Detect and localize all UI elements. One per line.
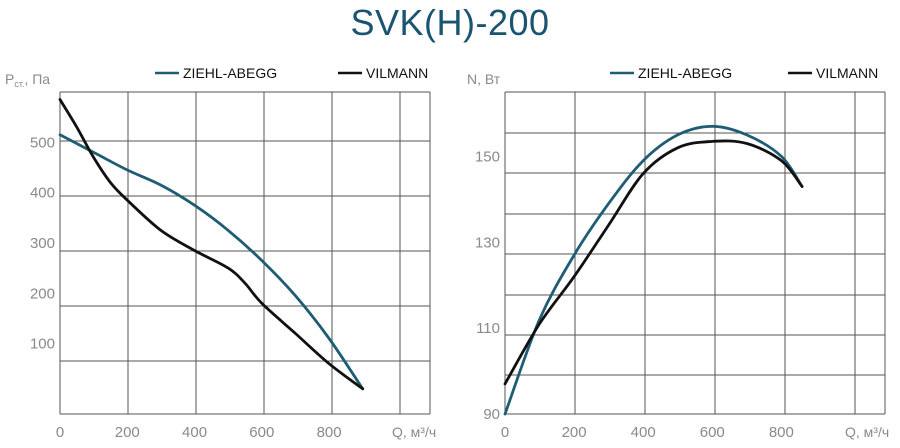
y-axis-label: N, Вт	[467, 71, 501, 87]
y-tick-label: 500	[30, 134, 55, 151]
chart-panel-1: 100 200 300 400 500 0 200 400 600 800 Q, м³/ч Pст.,…	[5, 65, 436, 441]
y-tick-label: 200	[30, 285, 55, 302]
x-axis-label: Q, м³/ч	[845, 424, 889, 440]
legend-label: VILMANN	[816, 65, 878, 81]
y-tick-label: 150	[475, 148, 500, 165]
legend-item-vilmann: VILMANN	[338, 65, 428, 81]
x-tick-label: 0	[501, 424, 509, 441]
series-line-vilmann	[503, 139, 804, 386]
series-line-ziehl-abegg	[58, 133, 365, 391]
y-tick-label: 300	[30, 235, 55, 252]
x-tick-label: 0	[56, 424, 64, 441]
y-axis-label: Pст., Па	[5, 71, 50, 89]
y-tick-label: 90	[483, 406, 500, 423]
x-tick-label: 200	[562, 424, 587, 441]
legend-item-ziehl: ZIEHL-ABEGG	[155, 65, 277, 81]
page-title: SVK(H)-200	[350, 2, 550, 43]
legend-item-ziehl: ZIEHL-ABEGG	[610, 65, 732, 81]
y-tick-label: 400	[30, 185, 55, 202]
legend-label: VILMANN	[366, 65, 428, 81]
x-tick-label: 600	[700, 424, 725, 441]
x-tick-label: 600	[249, 424, 274, 441]
legend-label: ZIEHL-ABEGG	[183, 65, 277, 81]
x-tick-label: 800	[317, 424, 342, 441]
legend-item-vilmann: VILMANN	[788, 65, 878, 81]
series-line-vilmann	[58, 98, 365, 391]
x-axis-label: Q, м³/ч	[392, 424, 436, 440]
x-tick-label: 400	[182, 424, 207, 441]
x-tick-label: 200	[115, 424, 140, 441]
y-tick-label: 110	[476, 320, 500, 337]
chart-panel-2: 90 110 130 150 0 200 400 600 800 Q, м³/ч N, Вт ZIEH…	[467, 65, 889, 441]
x-tick-label: 800	[769, 424, 794, 441]
series-line-ziehl-abegg	[503, 124, 804, 416]
legend-label: ZIEHL-ABEGG	[638, 65, 732, 81]
x-tick-label: 400	[631, 424, 656, 441]
y-tick-label: 100	[30, 336, 55, 353]
y-tick-label: 130	[475, 234, 500, 251]
